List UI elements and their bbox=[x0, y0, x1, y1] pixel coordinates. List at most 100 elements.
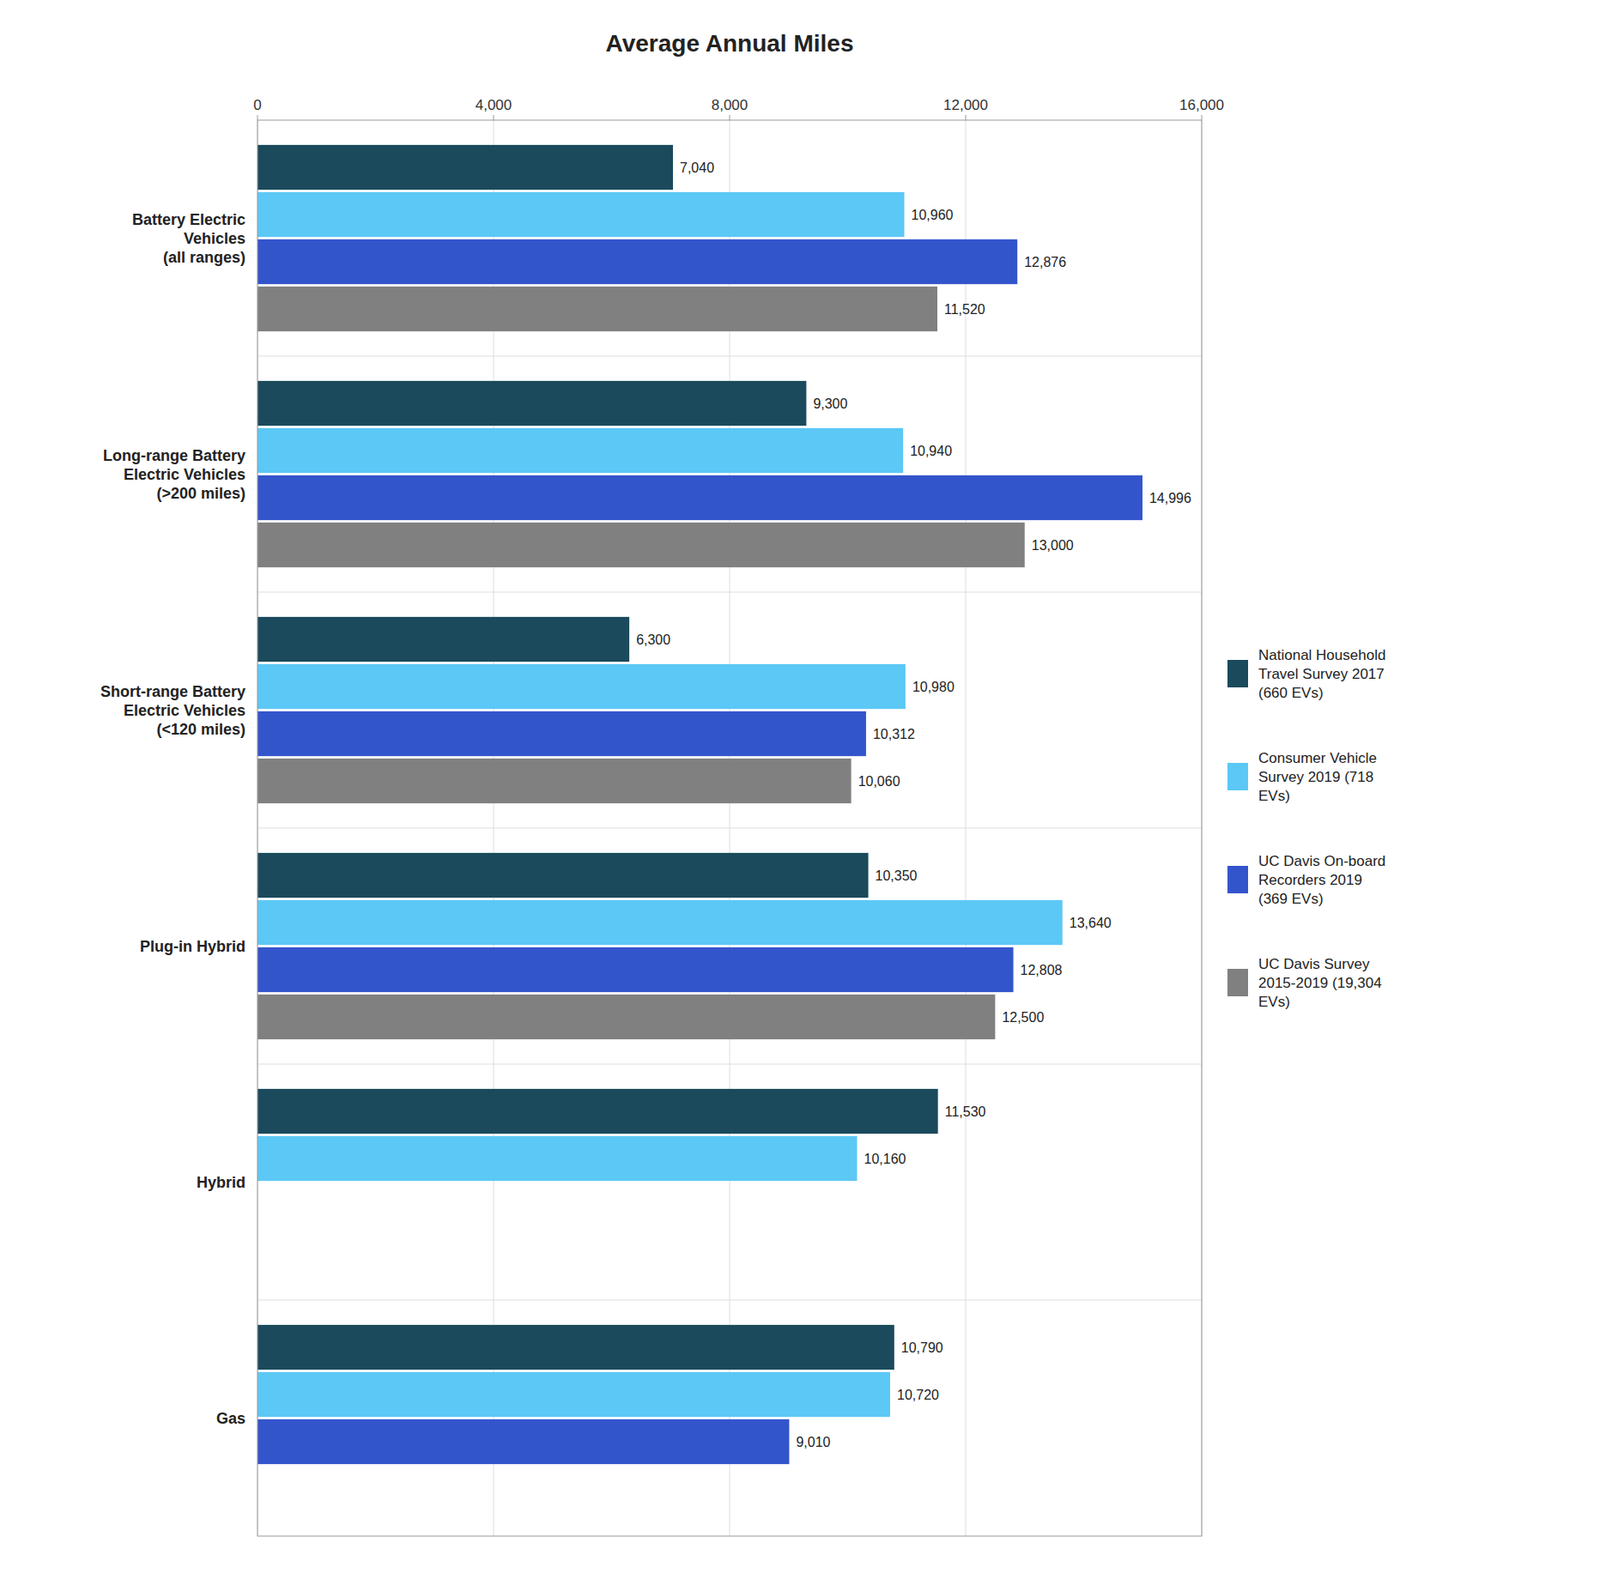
bar bbox=[257, 1372, 891, 1418]
text-line: Consumer Vehicle bbox=[1258, 750, 1377, 767]
bar bbox=[257, 145, 673, 190]
legend-label: Consumer Vehicle Survey 2019 (718EVs) bbox=[1258, 750, 1377, 805]
text-line: (<120 miles) bbox=[156, 721, 246, 739]
text-line: Gas bbox=[216, 1410, 246, 1428]
legend-label: UC Davis Survey 2015-2019 (19,304EVs) bbox=[1258, 956, 1382, 1011]
text-line: Vehicles bbox=[183, 230, 246, 248]
category-label: Battery ElectricVehicles(all ranges) bbox=[132, 211, 246, 267]
text-line: Travel Survey 2017 bbox=[1258, 666, 1385, 683]
data-label: 12,876 bbox=[1024, 254, 1067, 270]
legend-label: National Household Travel Survey 2017(660… bbox=[1258, 647, 1386, 702]
category-label: Short-range BatteryElectric Vehicles(<12… bbox=[100, 683, 246, 739]
title: Average Annual Miles bbox=[606, 30, 855, 57]
data-label: 12,500 bbox=[1001, 1010, 1044, 1025]
bar bbox=[257, 664, 906, 710]
tick-mark bbox=[493, 115, 495, 121]
chart: 7,040 9,300 6,300 10,350 11,530 10,790 10,960 1… bbox=[0, 0, 1600, 1585]
data-label: 10,160 bbox=[864, 1151, 907, 1167]
bar bbox=[257, 711, 867, 757]
data-label: 11,520 bbox=[944, 302, 986, 317]
data-label: 10,350 bbox=[875, 868, 918, 884]
group-divider bbox=[257, 356, 1202, 358]
tick-label: 16,000 bbox=[1179, 96, 1225, 114]
bar bbox=[257, 853, 869, 898]
data-label: 14,996 bbox=[1149, 490, 1192, 506]
data-label: 13,640 bbox=[1069, 915, 1112, 931]
bar bbox=[257, 1325, 895, 1370]
data-label: 9,010 bbox=[795, 1435, 831, 1450]
bar bbox=[257, 475, 1143, 521]
text-line: (660 EVs) bbox=[1258, 684, 1324, 702]
bar bbox=[257, 1089, 939, 1134]
data-label: 11,530 bbox=[945, 1104, 987, 1120]
tick-label: 4,000 bbox=[475, 96, 513, 114]
group-divider bbox=[257, 828, 1202, 830]
data-label: 6,300 bbox=[636, 632, 671, 648]
bar bbox=[257, 617, 630, 662]
text-line: Short-range Battery bbox=[100, 683, 246, 701]
legend-swatch bbox=[1227, 660, 1249, 688]
plot-area bbox=[257, 120, 1202, 1537]
text-line: Recorders 2019 bbox=[1258, 872, 1363, 889]
tick-mark bbox=[257, 115, 259, 121]
text-line: Hybrid bbox=[196, 1174, 246, 1192]
data-label: 9,300 bbox=[812, 396, 848, 412]
bar bbox=[257, 381, 807, 426]
text-line: Survey 2019 (718 bbox=[1258, 769, 1374, 786]
bar bbox=[257, 947, 1014, 993]
tick-label: 12,000 bbox=[943, 96, 988, 114]
bar bbox=[257, 522, 1025, 568]
bar bbox=[257, 428, 904, 473]
data-label: 10,720 bbox=[896, 1387, 940, 1403]
bar bbox=[257, 900, 1063, 946]
text-line: Battery Electric bbox=[132, 211, 246, 229]
bars bbox=[257, 145, 1143, 1465]
text-line: National Household bbox=[1258, 647, 1386, 664]
legend-swatch bbox=[1227, 763, 1249, 791]
bar bbox=[257, 1136, 858, 1182]
data-label: 10,940 bbox=[909, 443, 952, 459]
group-divider bbox=[257, 592, 1202, 594]
data-labels: 7,040 9,300 6,300 10,350 11,530 10,790 10,960 1… bbox=[636, 160, 1192, 1450]
data-label: 10,312 bbox=[872, 727, 916, 742]
bar bbox=[257, 192, 905, 237]
category-label: Plug-in Hybrid bbox=[139, 938, 246, 956]
data-label: 13,000 bbox=[1031, 538, 1074, 553]
legend-swatch bbox=[1227, 969, 1249, 997]
bar bbox=[257, 994, 995, 1040]
category-label: Gas bbox=[216, 1410, 246, 1428]
data-label: 10,060 bbox=[858, 774, 901, 789]
text-line: UC Davis On-board bbox=[1258, 853, 1386, 870]
tick-mark bbox=[729, 115, 731, 121]
data-label: 7,040 bbox=[679, 160, 715, 176]
text-line: (all ranges) bbox=[163, 248, 246, 267]
bar bbox=[257, 286, 938, 332]
tick-label: 0 bbox=[253, 96, 261, 114]
text-line: EVs) bbox=[1258, 993, 1291, 1011]
text-line: UC Davis Survey bbox=[1258, 956, 1370, 973]
data-label: 10,960 bbox=[911, 207, 954, 223]
group-divider bbox=[257, 1300, 1202, 1302]
tick-label: 8,000 bbox=[711, 96, 749, 114]
legend-label: UC Davis On-boardRecorders 2019(369 EVs) bbox=[1258, 853, 1386, 908]
data-label: 10,790 bbox=[901, 1340, 944, 1356]
bar bbox=[257, 239, 1018, 285]
text-line: Long-range Battery bbox=[103, 447, 246, 465]
data-label: 10,980 bbox=[912, 679, 955, 695]
legend: National Household Travel Survey 2017(660… bbox=[1227, 647, 1386, 1011]
text-line: Electric Vehicles bbox=[123, 466, 246, 484]
group-divider bbox=[257, 1064, 1202, 1066]
bar bbox=[257, 1419, 789, 1465]
text-line: Electric Vehicles bbox=[123, 702, 246, 720]
plot-frame bbox=[257, 120, 1202, 1537]
text-line: EVs) bbox=[1258, 787, 1291, 805]
data-label: 12,808 bbox=[1020, 963, 1063, 978]
category-label: Long-range BatteryElectric Vehicles(>200… bbox=[103, 447, 246, 503]
text-line: Plug-in Hybrid bbox=[139, 938, 246, 956]
tick-mark bbox=[965, 115, 967, 121]
text-line: (>200 miles) bbox=[156, 484, 246, 503]
category-label: Hybrid bbox=[196, 1174, 246, 1192]
text-line: 2015-2019 (19,304 bbox=[1258, 975, 1382, 992]
tick-mark bbox=[1201, 115, 1203, 121]
legend-swatch bbox=[1227, 866, 1249, 894]
